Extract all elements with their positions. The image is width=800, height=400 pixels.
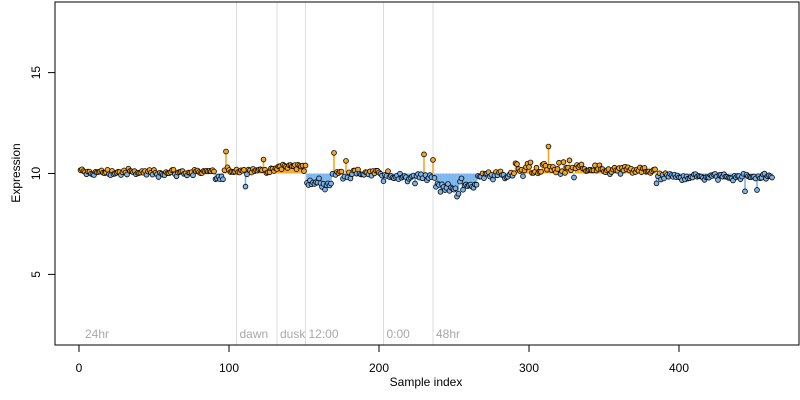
data-point: [190, 172, 196, 179]
data-point: [754, 187, 760, 193]
data-point: [527, 159, 534, 166]
data-point: [385, 168, 391, 174]
data-point: [458, 175, 465, 182]
data-point: [617, 171, 624, 177]
data-point: [242, 183, 249, 190]
data-point: [124, 171, 130, 178]
data-point: [223, 148, 229, 155]
data-point: [452, 185, 459, 192]
data-point: [331, 150, 337, 156]
x-axis-label: Sample index: [390, 375, 463, 389]
data-point: [412, 180, 418, 187]
data-point: [520, 173, 526, 179]
data-point: [220, 176, 226, 183]
data-point: [338, 168, 345, 175]
data-point: [473, 181, 480, 188]
data-point: [554, 166, 561, 172]
data-point: [715, 177, 721, 183]
data-point: [511, 170, 517, 176]
data-point: [431, 175, 438, 181]
y-axis: 5 10 15: [29, 66, 56, 278]
data-point: [445, 181, 451, 187]
data-point: [566, 157, 573, 164]
data-point: [437, 189, 444, 195]
x-axis: 0 100 200 300 400: [76, 344, 689, 375]
reference-labels: 24hr dawn dusk 12:00 0:00 48hr: [85, 327, 460, 341]
reference-label: dusk: [280, 327, 306, 341]
data-point: [652, 166, 658, 173]
y-tick-label: 5: [29, 271, 43, 278]
data-point: [556, 159, 562, 166]
data-point: [653, 180, 660, 187]
data-point: [769, 174, 775, 181]
data-point: [241, 167, 247, 173]
data-point: [526, 164, 532, 170]
data-point: [302, 162, 309, 169]
data-point: [538, 168, 544, 175]
data-point: [455, 190, 462, 197]
x-tick-label: 400: [669, 361, 689, 375]
y-axis-label: Expression: [9, 143, 23, 202]
data-point: [571, 174, 577, 181]
data-point: [328, 180, 334, 187]
reference-label: 12:00: [309, 327, 339, 341]
data-point: [562, 170, 568, 176]
data-point: [211, 168, 217, 175]
data-point: [421, 151, 427, 158]
data-point: [742, 188, 748, 195]
data-points: [77, 143, 775, 200]
data-point: [514, 161, 520, 167]
reference-label: 0:00: [387, 327, 411, 341]
data-point: [545, 143, 552, 150]
x-tick-label: 200: [369, 361, 389, 375]
x-tick-label: 100: [219, 361, 239, 375]
data-point: [430, 157, 436, 163]
x-tick-label: 0: [76, 361, 83, 375]
y-tick-label: 15: [29, 66, 43, 80]
data-point: [560, 159, 567, 165]
reference-label: 24hr: [85, 327, 109, 341]
x-tick-label: 300: [519, 361, 539, 375]
data-point: [343, 158, 349, 164]
reference-label: dawn: [240, 327, 269, 341]
data-point: [380, 178, 387, 185]
y-tick-label: 10: [29, 167, 43, 181]
data-point: [301, 168, 307, 174]
reference-label: 48hr: [436, 327, 460, 341]
data-point: [533, 164, 540, 171]
data-point: [316, 175, 322, 182]
data-point: [260, 156, 267, 163]
